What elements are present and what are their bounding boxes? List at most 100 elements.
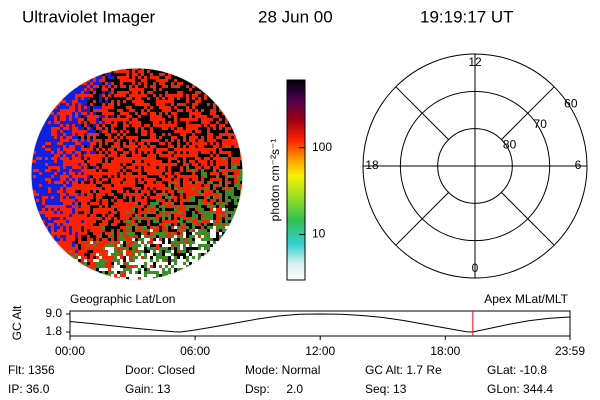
pixel <box>111 73 114 76</box>
pixel <box>192 196 195 199</box>
pixel <box>144 73 147 76</box>
pixel <box>48 139 51 142</box>
pixel <box>171 238 174 241</box>
pixel <box>165 253 168 256</box>
pixel <box>123 199 126 202</box>
pixel <box>54 217 57 220</box>
pixel <box>162 256 165 259</box>
pixel <box>138 112 141 115</box>
pixel <box>228 202 231 205</box>
pixel <box>210 175 213 178</box>
pixel <box>213 118 216 121</box>
pixel <box>75 121 78 124</box>
pixel <box>189 172 192 175</box>
pixel <box>153 232 156 235</box>
pixel <box>87 250 90 253</box>
pixel <box>231 214 234 217</box>
pixel <box>135 166 138 169</box>
pixel <box>54 184 57 187</box>
pixel <box>102 73 105 76</box>
pixel <box>159 109 162 112</box>
pixel <box>171 259 174 262</box>
pixel <box>114 199 117 202</box>
pixel <box>93 244 96 247</box>
pixel <box>177 115 180 118</box>
pixel <box>54 199 57 202</box>
pixel <box>126 133 129 136</box>
pixel <box>69 94 72 97</box>
pixel <box>189 82 192 85</box>
pixel <box>210 235 213 238</box>
pixel <box>183 142 186 145</box>
pixel <box>147 106 150 109</box>
pixel <box>45 202 48 205</box>
pixel <box>33 154 36 157</box>
pixel <box>195 196 198 199</box>
pixel <box>201 241 204 244</box>
pixel <box>210 130 213 133</box>
pixel <box>222 205 225 208</box>
pixel <box>156 208 159 211</box>
pixel <box>144 226 147 229</box>
pixel <box>192 202 195 205</box>
pixel <box>48 160 51 163</box>
pixel <box>111 121 114 124</box>
pixel <box>225 208 228 211</box>
y-axis-label: GC Alt <box>10 305 24 340</box>
pixel <box>204 247 207 250</box>
image-edge <box>30 67 244 281</box>
pixel <box>183 106 186 109</box>
pixel <box>120 169 123 172</box>
pixel <box>144 235 147 238</box>
pixel <box>102 157 105 160</box>
pixel <box>135 82 138 85</box>
pixel <box>165 166 168 169</box>
pixel <box>48 229 51 232</box>
pixel <box>219 235 222 238</box>
pixel <box>228 214 231 217</box>
pixel <box>111 232 114 235</box>
pixel <box>57 115 60 118</box>
pixel <box>120 151 123 154</box>
pixel <box>180 160 183 163</box>
pixel <box>216 235 219 238</box>
pixel <box>120 73 123 76</box>
status-field: Flt: 1356 <box>8 363 55 377</box>
pixel <box>93 235 96 238</box>
pixel <box>114 139 117 142</box>
pixel <box>114 91 117 94</box>
pixel <box>144 259 147 262</box>
pixel <box>48 193 51 196</box>
pixel <box>207 214 210 217</box>
pixel <box>171 79 174 82</box>
pixel <box>192 100 195 103</box>
pixel <box>141 220 144 223</box>
pixel <box>75 136 78 139</box>
pixel <box>39 208 42 211</box>
pixel <box>195 199 198 202</box>
pixel <box>66 100 69 103</box>
pixel <box>204 109 207 112</box>
pixel <box>111 247 114 250</box>
pixel <box>231 151 234 154</box>
pixel <box>99 100 102 103</box>
pixel <box>63 196 66 199</box>
pixel <box>102 268 105 271</box>
pixel <box>111 142 114 145</box>
pixel <box>180 217 183 220</box>
pixel <box>198 238 201 241</box>
pixel <box>162 181 165 184</box>
pixel <box>51 220 54 223</box>
pixel <box>168 238 171 241</box>
pixel <box>219 241 222 244</box>
pixel <box>126 256 129 259</box>
pixel <box>177 136 180 139</box>
pixel <box>135 172 138 175</box>
pixel <box>183 253 186 256</box>
pixel <box>144 70 147 73</box>
pixel <box>150 205 153 208</box>
pixel <box>132 232 135 235</box>
pixel <box>54 169 57 172</box>
pixel <box>204 133 207 136</box>
pixel <box>114 214 117 217</box>
